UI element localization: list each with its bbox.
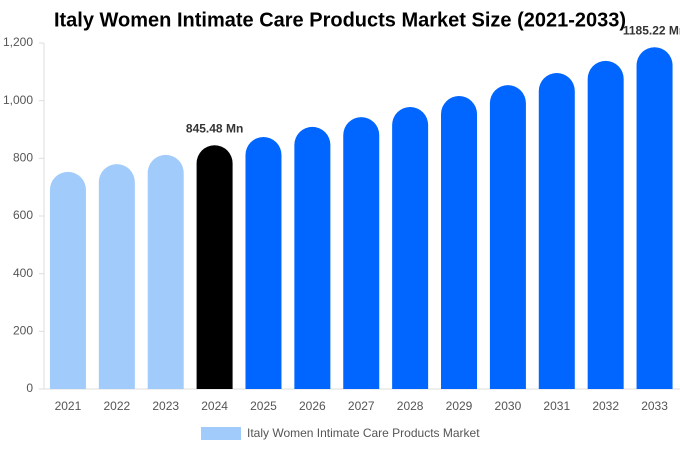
x-tick-label: 2023	[152, 399, 179, 413]
bar	[538, 72, 575, 389]
x-tick-label: 2031	[543, 399, 570, 413]
bar	[636, 47, 673, 389]
y-tick-label: 800	[13, 151, 33, 165]
bar	[49, 171, 86, 389]
x-tick-label: 2033	[641, 399, 668, 413]
value-label: 1185.22 Mn	[623, 23, 680, 37]
x-tick-label: 2028	[397, 399, 424, 413]
bar	[294, 126, 331, 389]
bar	[98, 164, 135, 389]
bar	[147, 154, 184, 389]
legend-swatch	[201, 427, 241, 440]
x-tick-label: 2025	[250, 399, 277, 413]
x-tick-label: 2027	[348, 399, 375, 413]
x-tick-label: 2032	[592, 399, 619, 413]
bar	[343, 117, 380, 389]
x-tick-label: 2024	[201, 399, 228, 413]
chart-title: Italy Women Intimate Care Products Marke…	[54, 9, 626, 31]
x-tick-label: 2026	[299, 399, 326, 413]
bar	[196, 145, 233, 389]
legend-label: Italy Women Intimate Care Products Marke…	[247, 426, 480, 440]
x-tick-label: 2029	[446, 399, 473, 413]
x-tick-label: 2030	[495, 399, 522, 413]
bar	[441, 96, 478, 389]
y-tick-label: 1,000	[3, 93, 33, 107]
x-tick-label: 2021	[55, 399, 82, 413]
x-tick-label: 2022	[103, 399, 130, 413]
bar	[245, 136, 282, 389]
bar	[489, 85, 526, 389]
y-tick-label: 200	[13, 324, 33, 338]
y-tick-label: 0	[26, 381, 33, 395]
bar	[587, 60, 624, 390]
y-tick-label: 400	[13, 266, 33, 280]
y-tick-label: 600	[13, 208, 33, 222]
bar	[392, 107, 429, 389]
value-label: 845.48 Mn	[186, 121, 243, 135]
y-tick-label: 1,200	[3, 35, 33, 49]
